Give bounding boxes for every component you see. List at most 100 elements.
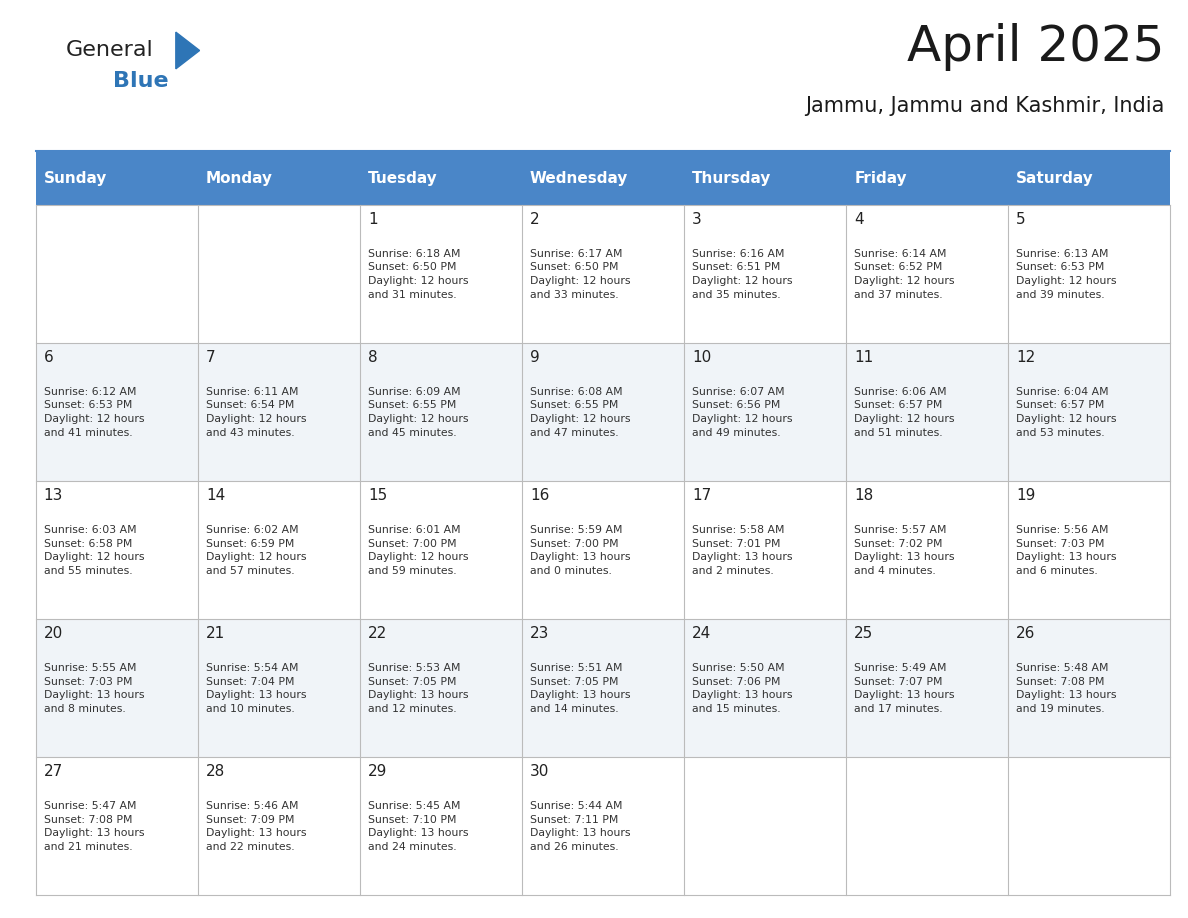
Text: 13: 13 (44, 488, 63, 503)
Text: Sunrise: 5:47 AM
Sunset: 7:08 PM
Daylight: 13 hours
and 21 minutes.: Sunrise: 5:47 AM Sunset: 7:08 PM Dayligh… (44, 801, 144, 852)
Text: 20: 20 (44, 626, 63, 642)
Bar (846, 205, 1009, 342)
Polygon shape (176, 32, 200, 69)
Bar (846, 342, 1009, 481)
Text: 22: 22 (368, 626, 387, 642)
Bar (360, 619, 522, 757)
Bar (197, 481, 360, 619)
Text: 4: 4 (854, 212, 864, 227)
Bar (360, 481, 522, 619)
Bar (1009, 619, 1170, 757)
Bar (684, 481, 846, 619)
Text: 3: 3 (693, 212, 702, 227)
Text: Sunrise: 5:48 AM
Sunset: 7:08 PM
Daylight: 13 hours
and 19 minutes.: Sunrise: 5:48 AM Sunset: 7:08 PM Dayligh… (1016, 663, 1117, 714)
Bar (522, 205, 684, 342)
Bar (684, 757, 846, 895)
Text: 23: 23 (530, 626, 549, 642)
Text: Sunrise: 6:03 AM
Sunset: 6:58 PM
Daylight: 12 hours
and 55 minutes.: Sunrise: 6:03 AM Sunset: 6:58 PM Dayligh… (44, 525, 144, 576)
Bar (846, 481, 1009, 619)
Text: Sunrise: 5:46 AM
Sunset: 7:09 PM
Daylight: 13 hours
and 22 minutes.: Sunrise: 5:46 AM Sunset: 7:09 PM Dayligh… (206, 801, 307, 852)
Text: 7: 7 (206, 350, 215, 365)
Text: Saturday: Saturday (1016, 171, 1094, 185)
Text: 30: 30 (530, 765, 549, 779)
Bar (197, 619, 360, 757)
Text: Sunrise: 6:08 AM
Sunset: 6:55 PM
Daylight: 12 hours
and 47 minutes.: Sunrise: 6:08 AM Sunset: 6:55 PM Dayligh… (530, 386, 631, 438)
Bar (846, 619, 1009, 757)
Bar (197, 205, 360, 342)
Text: 29: 29 (368, 765, 387, 779)
Text: Sunrise: 6:18 AM
Sunset: 6:50 PM
Daylight: 12 hours
and 31 minutes.: Sunrise: 6:18 AM Sunset: 6:50 PM Dayligh… (368, 249, 468, 299)
Text: Sunrise: 6:01 AM
Sunset: 7:00 PM
Daylight: 12 hours
and 59 minutes.: Sunrise: 6:01 AM Sunset: 7:00 PM Dayligh… (368, 525, 468, 576)
Text: 18: 18 (854, 488, 873, 503)
Bar (36, 205, 197, 342)
Text: 12: 12 (1016, 350, 1036, 365)
Bar (684, 342, 846, 481)
Text: Sunrise: 6:13 AM
Sunset: 6:53 PM
Daylight: 12 hours
and 39 minutes.: Sunrise: 6:13 AM Sunset: 6:53 PM Dayligh… (1016, 249, 1117, 299)
Text: Sunrise: 6:17 AM
Sunset: 6:50 PM
Daylight: 12 hours
and 33 minutes.: Sunrise: 6:17 AM Sunset: 6:50 PM Dayligh… (530, 249, 631, 299)
Bar (1009, 757, 1170, 895)
Text: 25: 25 (854, 626, 873, 642)
Text: 1: 1 (368, 212, 378, 227)
Text: April 2025: April 2025 (906, 23, 1164, 71)
Text: Wednesday: Wednesday (530, 171, 628, 185)
Text: Sunrise: 5:49 AM
Sunset: 7:07 PM
Daylight: 13 hours
and 17 minutes.: Sunrise: 5:49 AM Sunset: 7:07 PM Dayligh… (854, 663, 955, 714)
Text: Friday: Friday (854, 171, 906, 185)
Text: Sunrise: 5:44 AM
Sunset: 7:11 PM
Daylight: 13 hours
and 26 minutes.: Sunrise: 5:44 AM Sunset: 7:11 PM Dayligh… (530, 801, 631, 852)
Bar (522, 757, 684, 895)
Bar (684, 619, 846, 757)
Text: Jammu, Jammu and Kashmir, India: Jammu, Jammu and Kashmir, India (804, 96, 1164, 117)
Text: Sunrise: 5:53 AM
Sunset: 7:05 PM
Daylight: 13 hours
and 12 minutes.: Sunrise: 5:53 AM Sunset: 7:05 PM Dayligh… (368, 663, 468, 714)
Text: Blue: Blue (113, 71, 169, 91)
Text: 5: 5 (1016, 212, 1025, 227)
Bar (522, 342, 684, 481)
Bar (360, 757, 522, 895)
Text: 16: 16 (530, 488, 549, 503)
Text: Sunrise: 5:59 AM
Sunset: 7:00 PM
Daylight: 13 hours
and 0 minutes.: Sunrise: 5:59 AM Sunset: 7:00 PM Dayligh… (530, 525, 631, 576)
Text: Sunday: Sunday (44, 171, 107, 185)
Text: Sunrise: 5:45 AM
Sunset: 7:10 PM
Daylight: 13 hours
and 24 minutes.: Sunrise: 5:45 AM Sunset: 7:10 PM Dayligh… (368, 801, 468, 852)
Text: 2: 2 (530, 212, 539, 227)
Text: 27: 27 (44, 765, 63, 779)
Bar (684, 151, 846, 205)
Bar (36, 481, 197, 619)
Text: Sunrise: 5:58 AM
Sunset: 7:01 PM
Daylight: 13 hours
and 2 minutes.: Sunrise: 5:58 AM Sunset: 7:01 PM Dayligh… (693, 525, 792, 576)
Text: General: General (65, 40, 153, 61)
Text: Monday: Monday (206, 171, 273, 185)
Text: 15: 15 (368, 488, 387, 503)
Text: 14: 14 (206, 488, 225, 503)
Bar (1009, 151, 1170, 205)
Bar (197, 757, 360, 895)
Text: 21: 21 (206, 626, 225, 642)
Text: Sunrise: 5:54 AM
Sunset: 7:04 PM
Daylight: 13 hours
and 10 minutes.: Sunrise: 5:54 AM Sunset: 7:04 PM Dayligh… (206, 663, 307, 714)
Text: Sunrise: 6:14 AM
Sunset: 6:52 PM
Daylight: 12 hours
and 37 minutes.: Sunrise: 6:14 AM Sunset: 6:52 PM Dayligh… (854, 249, 955, 299)
Bar (197, 342, 360, 481)
Bar (522, 619, 684, 757)
Bar (360, 205, 522, 342)
Bar (197, 151, 360, 205)
Bar (1009, 342, 1170, 481)
Bar (522, 481, 684, 619)
Text: 6: 6 (44, 350, 53, 365)
Text: 9: 9 (530, 350, 539, 365)
Text: 8: 8 (368, 350, 378, 365)
Text: Sunrise: 5:55 AM
Sunset: 7:03 PM
Daylight: 13 hours
and 8 minutes.: Sunrise: 5:55 AM Sunset: 7:03 PM Dayligh… (44, 663, 144, 714)
Bar (36, 757, 197, 895)
Text: 17: 17 (693, 488, 712, 503)
Text: 26: 26 (1016, 626, 1036, 642)
Text: Sunrise: 6:12 AM
Sunset: 6:53 PM
Daylight: 12 hours
and 41 minutes.: Sunrise: 6:12 AM Sunset: 6:53 PM Dayligh… (44, 386, 144, 438)
Text: Sunrise: 6:09 AM
Sunset: 6:55 PM
Daylight: 12 hours
and 45 minutes.: Sunrise: 6:09 AM Sunset: 6:55 PM Dayligh… (368, 386, 468, 438)
Bar (846, 757, 1009, 895)
Text: Sunrise: 5:50 AM
Sunset: 7:06 PM
Daylight: 13 hours
and 15 minutes.: Sunrise: 5:50 AM Sunset: 7:06 PM Dayligh… (693, 663, 792, 714)
Bar (36, 619, 197, 757)
Bar (1009, 205, 1170, 342)
Text: Sunrise: 6:07 AM
Sunset: 6:56 PM
Daylight: 12 hours
and 49 minutes.: Sunrise: 6:07 AM Sunset: 6:56 PM Dayligh… (693, 386, 792, 438)
Bar (36, 151, 197, 205)
Text: Tuesday: Tuesday (368, 171, 437, 185)
Text: Sunrise: 6:06 AM
Sunset: 6:57 PM
Daylight: 12 hours
and 51 minutes.: Sunrise: 6:06 AM Sunset: 6:57 PM Dayligh… (854, 386, 955, 438)
Bar (846, 151, 1009, 205)
Text: 24: 24 (693, 626, 712, 642)
Text: 19: 19 (1016, 488, 1036, 503)
Bar (522, 151, 684, 205)
Text: 11: 11 (854, 350, 873, 365)
Bar (1009, 481, 1170, 619)
